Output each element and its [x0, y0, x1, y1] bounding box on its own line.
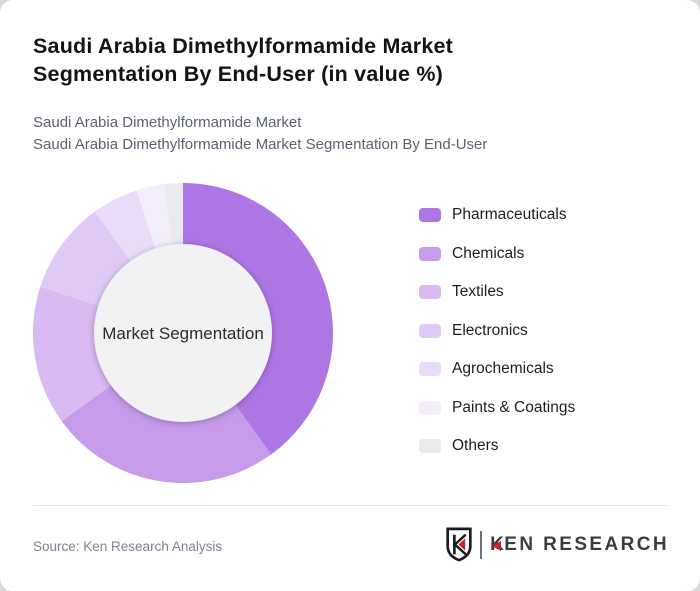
legend-item[interactable]: Agrochemicals — [419, 360, 575, 378]
legend-label: Paints & Coatings — [452, 398, 576, 416]
donut-center — [94, 244, 272, 422]
legend-label: Electronics — [452, 321, 528, 339]
source-text: Source: Ken Research Analysis — [33, 539, 223, 554]
chart-subtitle-1: Saudi Arabia Dimethylformamide Market — [33, 114, 302, 131]
legend-item[interactable]: Pharmaceuticals — [419, 206, 575, 224]
donut-center-label: Market Segmentation — [102, 324, 264, 343]
legend-swatch — [419, 439, 441, 453]
legend-swatch — [419, 246, 441, 261]
chart-subtitles: Saudi Arabia Dimethylformamide Market Sa… — [33, 112, 487, 155]
legend-item[interactable]: Textiles — [419, 283, 575, 301]
page-title-line2: Segmentation By End-User (in value %) — [33, 62, 443, 86]
legend-label: Agrochemicals — [452, 360, 554, 377]
legend-item[interactable]: Electronics — [419, 322, 575, 340]
page-title: Saudi Arabia Dimethylformamide Market Seg… — [33, 32, 453, 88]
footer-divider — [33, 505, 667, 506]
page-title-line1: Saudi Arabia Dimethylformamide Market — [33, 34, 453, 58]
legend-label: Others — [452, 437, 499, 454]
legend-item[interactable]: Others — [419, 437, 575, 455]
legend-label: Pharmaceuticals — [452, 206, 567, 223]
legend: Pharmaceuticals Chemicals Textiles Electron… — [419, 206, 575, 455]
ken-research-shield-icon — [446, 527, 472, 562]
logo-text-rest: EN RESEARCH — [504, 533, 669, 555]
donut-chart: Market Segmentation — [33, 183, 333, 483]
legend-item[interactable]: Chemicals — [419, 245, 575, 263]
shield-red-triangle — [458, 538, 466, 551]
legend-swatch — [419, 323, 441, 338]
legend-swatch — [419, 208, 441, 222]
legend-label: Textiles — [452, 283, 504, 300]
logo-separator — [480, 530, 483, 559]
legend-label: Chemicals — [452, 244, 525, 262]
ken-research-logo[interactable]: KEN RESEARCH — [445, 526, 669, 563]
legend-swatch — [419, 362, 441, 376]
logo-wordmark: KEN RESEARCH — [490, 534, 669, 556]
legend-swatch — [419, 400, 441, 415]
chart-subtitle-2: Saudi Arabia Dimethylformamide Market Se… — [33, 135, 488, 153]
legend-swatch — [419, 285, 441, 299]
legend-item[interactable]: Paints & Coatings — [419, 399, 575, 417]
wordmark-red-triangle — [492, 540, 502, 551]
